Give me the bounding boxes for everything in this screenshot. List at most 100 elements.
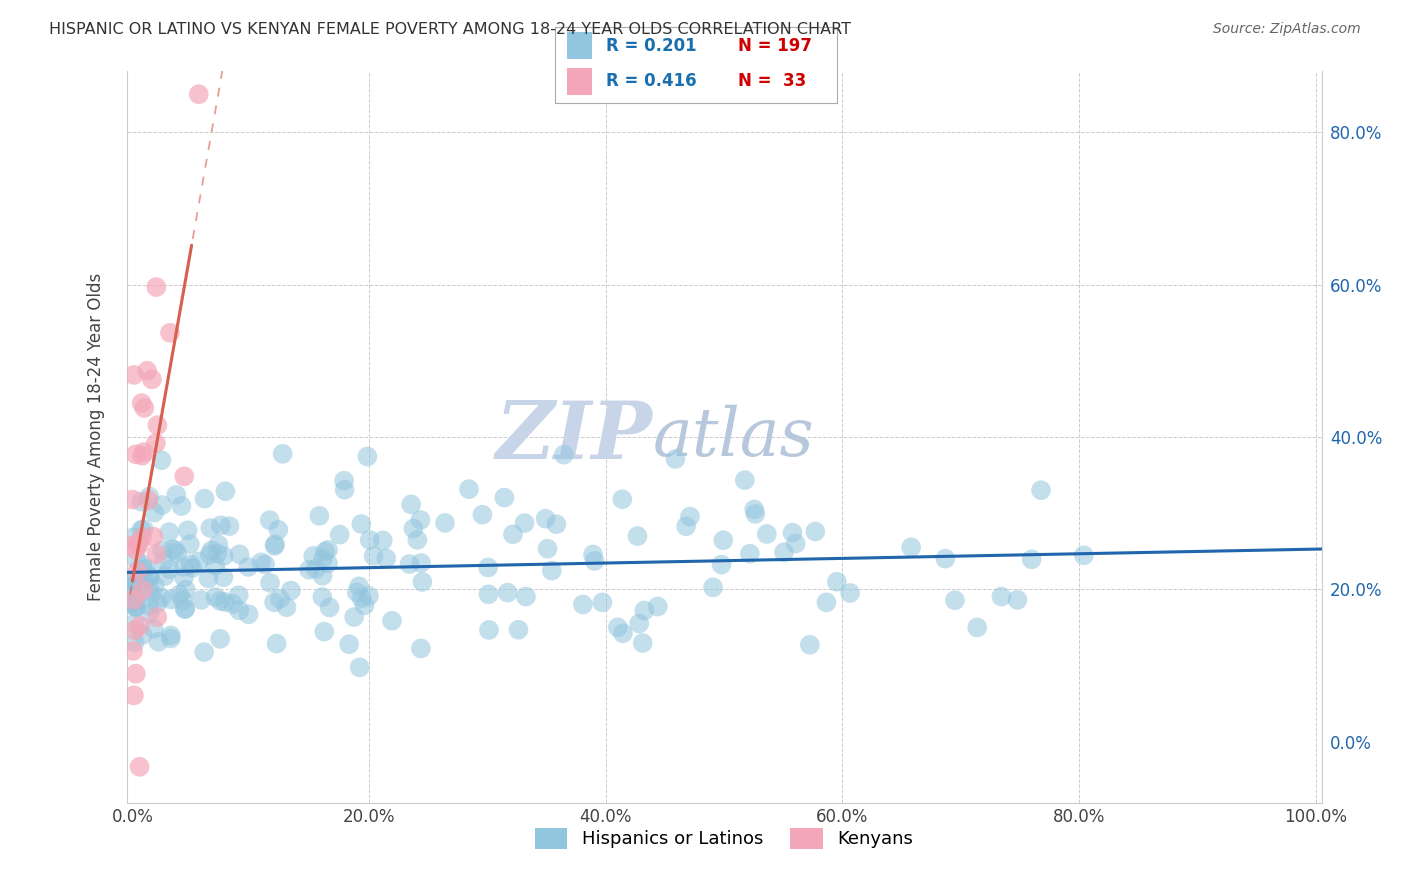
- Point: [159, 562, 181, 576]
- Point: [583, 554, 606, 568]
- Point: [197, 571, 219, 585]
- Point: [540, 564, 562, 578]
- Point: [738, 547, 761, 561]
- Point: [254, 558, 277, 572]
- Point: [127, 537, 149, 551]
- Point: [804, 524, 827, 539]
- Point: [458, 482, 481, 496]
- Point: [734, 473, 756, 487]
- Point: [825, 574, 848, 589]
- Point: [121, 596, 143, 610]
- Text: Source: ZipAtlas.com: Source: ZipAtlas.com: [1213, 22, 1361, 37]
- Point: [124, 600, 146, 615]
- Point: [125, 666, 148, 681]
- Point: [122, 538, 145, 552]
- Point: [966, 620, 988, 634]
- Point: [314, 624, 336, 639]
- Point: [177, 523, 200, 537]
- Point: [157, 525, 180, 540]
- Point: [263, 539, 285, 553]
- Point: [148, 634, 170, 648]
- Point: [311, 568, 333, 582]
- Point: [172, 560, 194, 574]
- Point: [434, 516, 457, 530]
- Point: [139, 570, 162, 584]
- Point: [314, 544, 336, 558]
- Point: [204, 558, 226, 573]
- Point: [329, 527, 352, 541]
- Point: [212, 549, 235, 563]
- Point: [193, 491, 215, 506]
- Point: [121, 492, 143, 507]
- Point: [122, 616, 145, 631]
- Point: [515, 590, 537, 604]
- Point: [125, 542, 148, 557]
- Point: [145, 436, 167, 450]
- Point: [124, 624, 146, 638]
- Point: [402, 522, 425, 536]
- Point: [311, 590, 333, 604]
- Point: [127, 564, 149, 578]
- Point: [193, 645, 215, 659]
- Point: [675, 519, 697, 533]
- Point: [612, 492, 634, 507]
- Point: [187, 87, 209, 102]
- Point: [122, 644, 145, 658]
- Point: [357, 589, 380, 603]
- Point: [209, 632, 232, 646]
- Point: [353, 599, 375, 613]
- Point: [318, 600, 340, 615]
- Point: [263, 595, 285, 609]
- Point: [124, 600, 146, 615]
- Point: [349, 660, 371, 674]
- Point: [165, 543, 187, 558]
- Point: [350, 516, 373, 531]
- Point: [276, 600, 298, 615]
- Point: [1073, 549, 1095, 563]
- Point: [122, 587, 145, 601]
- Point: [222, 597, 245, 611]
- Text: N =  33: N = 33: [738, 71, 807, 89]
- Point: [755, 527, 778, 541]
- Point: [375, 551, 398, 566]
- Point: [209, 518, 232, 533]
- Point: [173, 570, 195, 584]
- Point: [165, 488, 187, 502]
- Point: [146, 418, 169, 433]
- Text: R = 0.416: R = 0.416: [606, 71, 696, 89]
- Point: [679, 509, 702, 524]
- Point: [411, 574, 433, 589]
- Point: [259, 513, 281, 527]
- Point: [169, 588, 191, 602]
- Point: [1029, 483, 1052, 498]
- Point: [409, 641, 432, 656]
- Point: [371, 533, 394, 548]
- Point: [136, 493, 159, 508]
- Point: [546, 517, 568, 532]
- Point: [612, 626, 634, 640]
- Point: [200, 543, 222, 558]
- Point: [238, 607, 260, 622]
- Point: [494, 491, 516, 505]
- Point: [316, 557, 339, 571]
- Point: [122, 368, 145, 382]
- Point: [799, 638, 821, 652]
- Point: [198, 548, 221, 562]
- Point: [141, 587, 163, 601]
- Point: [406, 533, 429, 547]
- Point: [145, 280, 167, 294]
- Point: [633, 603, 655, 617]
- Point: [181, 561, 204, 575]
- Point: [266, 637, 288, 651]
- Point: [259, 575, 281, 590]
- Point: [271, 447, 294, 461]
- Point: [125, 447, 148, 461]
- Point: [553, 448, 575, 462]
- Point: [839, 586, 862, 600]
- Point: [138, 606, 160, 620]
- Point: [173, 602, 195, 616]
- Point: [628, 616, 651, 631]
- Point: [591, 595, 613, 609]
- Point: [122, 580, 145, 594]
- Point: [170, 499, 193, 513]
